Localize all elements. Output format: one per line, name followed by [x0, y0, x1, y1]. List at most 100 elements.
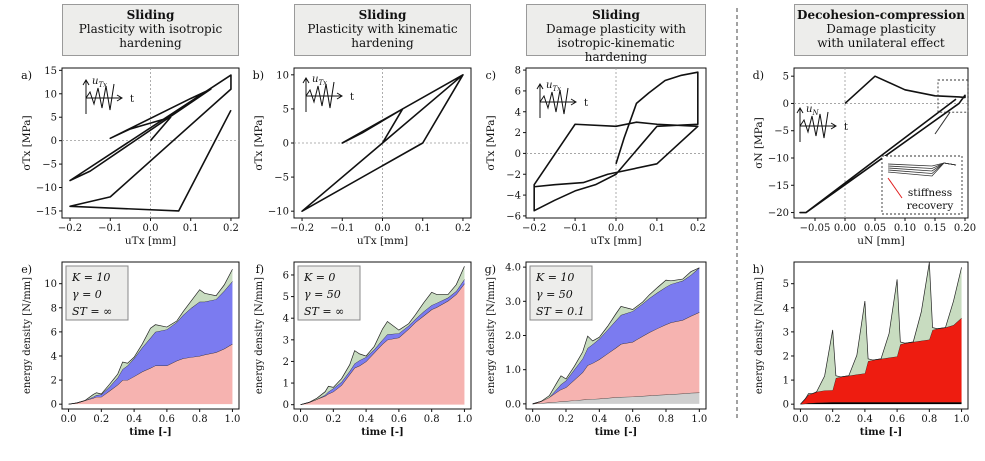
param-box	[65, 265, 129, 321]
x-tick-label-5: 0.20	[954, 223, 976, 234]
x-tick-label-0: −0.05	[800, 223, 831, 234]
y-tick-label-1: 1	[783, 376, 789, 387]
x-axis-label: time [-]	[361, 427, 403, 438]
x-tick-label-4: 0.15	[924, 223, 946, 234]
plot-frame	[793, 261, 969, 410]
x-tick-label-3: 0.6	[889, 414, 905, 425]
y-tick-label-2: −5	[42, 160, 57, 171]
x-tick-label-2: 0.0	[608, 223, 624, 234]
area-boundary-green	[800, 262, 962, 405]
plot-frame	[61, 261, 240, 410]
inset-arrow	[302, 77, 310, 84]
series-line-0	[69, 74, 232, 212]
inset-signal	[799, 111, 829, 139]
y-tick-label-5: 5	[283, 292, 289, 303]
area-layer-blue	[68, 281, 233, 405]
x-tick-label-0: 0.0	[61, 414, 77, 425]
y-tick-label-4: 4	[783, 303, 789, 314]
param-label-1: γ = 0	[72, 288, 102, 301]
y-tick-label-6: 6	[515, 86, 521, 97]
x-tick-label-4: 0.2	[690, 223, 706, 234]
param-label-2: ST = 0.1	[536, 305, 585, 318]
y-tick-label-4: 5	[51, 113, 57, 124]
y-axis-label: energy density [N/mm]	[22, 277, 33, 394]
area-layer-green	[68, 269, 233, 405]
y-tick-label-3: 6	[51, 327, 57, 338]
y-tick-label-3: −5	[774, 126, 789, 137]
x-tick-label-5: 1.0	[691, 414, 707, 425]
x-tick-label-2: 0.4	[857, 414, 873, 425]
inset-axis-label: t	[130, 94, 134, 105]
y-tick-label-1: −4	[506, 191, 521, 202]
y-tick-label-3: 3	[783, 327, 789, 338]
inset-arrow	[536, 83, 544, 90]
y-tick-label-3: 3	[283, 335, 289, 346]
x-tick-label-4: 0.8	[658, 414, 674, 425]
header-title: Sliding	[358, 8, 407, 22]
area-boundary-green	[300, 266, 465, 406]
inset-signal	[305, 81, 335, 109]
x-tick-label-3: 0.1	[649, 223, 665, 234]
area-layer-blue	[300, 279, 465, 405]
x-tick-label-0: −0.2	[290, 223, 314, 234]
plot-frame	[793, 67, 969, 219]
x-tick-label-2: 0.05	[864, 223, 886, 234]
x-tick-label-1: 0.2	[825, 414, 841, 425]
plot-frame	[293, 261, 472, 410]
area-layer-red	[800, 317, 962, 405]
param-label-1: γ = 50	[536, 288, 573, 301]
inset-axis-label: t	[844, 122, 848, 133]
y-tick-label-0: −15	[36, 206, 57, 217]
chart-e: 0.0 0.2 0.4 0.6 0.8 1.0 0 2 4 6 8 10 e) time [-] energ…	[21, 261, 240, 438]
y-tick-label-0: 0	[51, 400, 57, 411]
x-tick-label-1: −0.1	[98, 223, 122, 234]
x-tick-label-4: 0.8	[424, 414, 440, 425]
header-a: Sliding Plasticity with isotropic harden…	[62, 4, 239, 56]
y-tick-label-0: −6	[506, 211, 521, 222]
header-subtitle: Damage plasticity with unilateral effect	[817, 22, 945, 50]
inset-signal	[85, 83, 115, 111]
y-tick-label-1: 1.0	[505, 365, 521, 376]
y-tick-label-5: 10	[44, 89, 57, 100]
y-tick-label-1: 2	[51, 376, 57, 387]
area-layer-green	[300, 266, 465, 405]
y-tick-label-3: 0	[515, 149, 521, 160]
panel-label-d: d)	[753, 69, 764, 82]
x-axis-label: time [-]	[129, 427, 171, 438]
x-tick-label-0: −0.2	[522, 223, 546, 234]
y-tick-label-2: 2	[283, 357, 289, 368]
param-label-2: ST = ∞	[304, 305, 344, 318]
y-tick-label-5: 5	[783, 72, 789, 83]
y-tick-label-0: −20	[768, 208, 789, 219]
x-tick-label-3: 0.1	[415, 223, 431, 234]
x-tick-label-2: 0.0	[143, 223, 159, 234]
param-box	[529, 265, 593, 321]
area-boundary-green	[532, 267, 700, 405]
zoom-label-line-1: recovery	[907, 200, 954, 212]
header-d: Decohesion-compression Damage plasticity…	[794, 4, 968, 56]
param-box	[297, 265, 361, 321]
x-tick-label-0: 0.0	[792, 414, 808, 425]
x-tick-label-2: 0.4	[591, 414, 607, 425]
series-line-0	[533, 71, 699, 212]
header-title: Sliding	[592, 8, 640, 22]
inset-label: uTx	[546, 80, 561, 93]
series-line-0	[799, 75, 966, 214]
panel-label-b: b)	[253, 69, 264, 82]
y-tick-label-6: 15	[44, 66, 57, 77]
y-tick-label-0: −10	[268, 207, 289, 218]
inset-label: uN	[806, 104, 819, 117]
header-subtitle: Damage plasticity with isotropic-kinemat…	[545, 22, 687, 64]
plot-frame	[61, 67, 240, 219]
inset-arrow	[830, 122, 837, 130]
x-tick-label-5: 1.0	[456, 414, 472, 425]
param-label-2: ST = ∞	[72, 305, 112, 318]
x-tick-label-4: 0.8	[192, 414, 208, 425]
x-tick-label-1: −0.1	[563, 223, 587, 234]
x-tick-label-5: 1.0	[954, 414, 970, 425]
header-b: Sliding Plasticity with kinematic harden…	[294, 4, 471, 56]
x-tick-label-3: 0.10	[894, 223, 916, 234]
y-axis-label: σN [MPa]	[753, 117, 765, 169]
inset-axis-label: t	[584, 98, 588, 109]
